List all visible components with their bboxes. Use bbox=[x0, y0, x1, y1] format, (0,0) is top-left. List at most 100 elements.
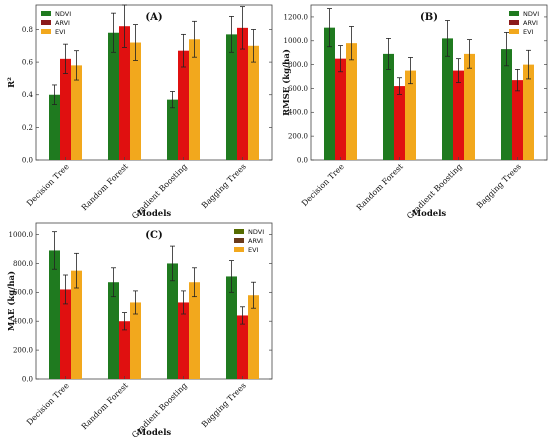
bar-arvi bbox=[335, 58, 346, 160]
x-tick-label: Decision Tree bbox=[25, 162, 71, 208]
bar-ndvi bbox=[501, 49, 512, 160]
legend-swatch-arvi bbox=[509, 20, 519, 25]
y-tick-label: 600.0 bbox=[288, 85, 308, 93]
bar-ndvi bbox=[167, 99, 178, 160]
x-tick-label: Decision Tree bbox=[25, 381, 71, 427]
panel-label: (C) bbox=[145, 230, 162, 241]
panel-label: (A) bbox=[145, 12, 162, 23]
bar-evi bbox=[130, 42, 141, 160]
y-axis-label: R² bbox=[7, 77, 17, 88]
legend-label: ARVI bbox=[523, 19, 538, 27]
y-tick-label: 1200.0 bbox=[284, 13, 309, 21]
y-tick-label: 600.0 bbox=[13, 289, 33, 297]
bar-arvi bbox=[178, 50, 189, 160]
bar-evi bbox=[71, 270, 82, 379]
legend-label: ARVI bbox=[55, 19, 70, 27]
y-tick-label: 0.2 bbox=[22, 124, 33, 132]
x-tick-label: Random Forest bbox=[355, 162, 406, 213]
panel-c-mae-chart: 0.0 200.0 400.0 600.0 800.0 1000.0 Decision Tr… bbox=[6, 222, 273, 440]
y-tick-label: 400.0 bbox=[13, 318, 33, 326]
bar-evi bbox=[248, 295, 259, 379]
legend-swatch-evi bbox=[234, 247, 244, 252]
x-tick-label: Decision Tree bbox=[300, 162, 346, 208]
bar-evi bbox=[248, 45, 259, 160]
y-tick-label: 0.0 bbox=[22, 375, 33, 383]
panel-b-rmse-chart: 0.0 200.0 400.0 600.0 800.0 1000.0 1200.0 Decis… bbox=[281, 4, 548, 221]
legend-label: NDVI bbox=[523, 10, 539, 18]
bar-arvi bbox=[237, 315, 248, 379]
y-tick-label: 0.0 bbox=[22, 156, 33, 164]
bar-arvi bbox=[60, 289, 71, 379]
plot-frame bbox=[35, 4, 273, 161]
bar-arvi bbox=[119, 321, 130, 379]
bar-arvi bbox=[237, 27, 248, 161]
bar-evi bbox=[464, 53, 475, 161]
x-tick-label: Random Forest bbox=[80, 381, 131, 432]
bar-ndvi bbox=[167, 263, 178, 379]
bar-arvi bbox=[60, 58, 71, 161]
x-tick-label: Bagging Trees bbox=[475, 162, 523, 210]
y-tick-label: 0.0 bbox=[297, 156, 308, 164]
legend-swatch-ndvi bbox=[509, 11, 519, 16]
bar-evi bbox=[523, 64, 534, 160]
bar-ndvi bbox=[49, 250, 60, 379]
bar-ndvi bbox=[49, 94, 60, 160]
bar-ndvi bbox=[108, 32, 119, 160]
y-tick-label: 0.6 bbox=[22, 59, 34, 67]
y-tick-label: 0.8 bbox=[22, 26, 33, 34]
legend-swatch-evi bbox=[509, 29, 519, 34]
plot-frame bbox=[310, 4, 548, 161]
bar-arvi bbox=[178, 302, 189, 379]
legend-label: EVI bbox=[523, 28, 534, 36]
y-axis-label: MAE (kg/ha) bbox=[6, 271, 17, 331]
legend-swatch-arvi bbox=[41, 20, 51, 25]
bar-evi bbox=[130, 302, 141, 379]
panel-label: (B) bbox=[420, 12, 438, 23]
bar-evi bbox=[346, 43, 357, 160]
y-tick-label: 1000.0 bbox=[9, 231, 34, 239]
panel-a-r2-chart: 0.0 0.2 0.4 0.6 0.8 Decision Tree Random Fores… bbox=[7, 4, 273, 221]
bar-evi bbox=[405, 70, 416, 160]
bar-ndvi bbox=[226, 276, 237, 379]
bar-ndvi bbox=[226, 34, 237, 160]
bar-ndvi bbox=[108, 282, 119, 379]
legend-label: ARVI bbox=[248, 237, 263, 245]
x-tick-label: Bagging Trees bbox=[200, 162, 248, 210]
legend-label: EVI bbox=[55, 28, 66, 36]
bar-arvi bbox=[453, 70, 464, 160]
legend-swatch-evi bbox=[41, 29, 51, 34]
legend-label: NDVI bbox=[55, 10, 71, 18]
legend-swatch-arvi bbox=[234, 238, 244, 243]
x-tick-label: Random Forest bbox=[80, 162, 131, 213]
legend-label: EVI bbox=[248, 246, 259, 254]
legend-swatch-ndvi bbox=[41, 11, 51, 16]
bar-arvi bbox=[512, 80, 523, 160]
bar-ndvi bbox=[442, 38, 453, 161]
bar-ndvi bbox=[383, 53, 394, 161]
y-tick-label: 200.0 bbox=[288, 133, 308, 141]
bar-ndvi bbox=[324, 27, 335, 161]
y-tick-label: 800.0 bbox=[13, 260, 33, 268]
bar-evi bbox=[71, 65, 82, 160]
legend-label: NDVI bbox=[248, 228, 264, 236]
x-tick-label: Bagging Trees bbox=[200, 381, 248, 429]
x-axis-label: Models bbox=[137, 209, 172, 219]
y-tick-label: 800.0 bbox=[288, 61, 308, 69]
bar-evi bbox=[189, 39, 200, 161]
bar-arvi bbox=[394, 86, 405, 160]
x-axis-label: Models bbox=[137, 428, 172, 438]
y-tick-label: 400.0 bbox=[288, 109, 308, 117]
y-tick-label: 0.4 bbox=[22, 91, 34, 99]
plot-frame bbox=[35, 222, 273, 380]
bar-evi bbox=[189, 282, 200, 379]
y-tick-label: 1000.0 bbox=[284, 37, 309, 45]
y-tick-label: 200.0 bbox=[13, 347, 33, 355]
legend-swatch-ndvi bbox=[234, 229, 244, 234]
y-axis-label: RMSE (kg/ha) bbox=[281, 49, 292, 116]
x-axis-label: Models bbox=[412, 209, 447, 219]
bar-arvi bbox=[119, 26, 130, 160]
